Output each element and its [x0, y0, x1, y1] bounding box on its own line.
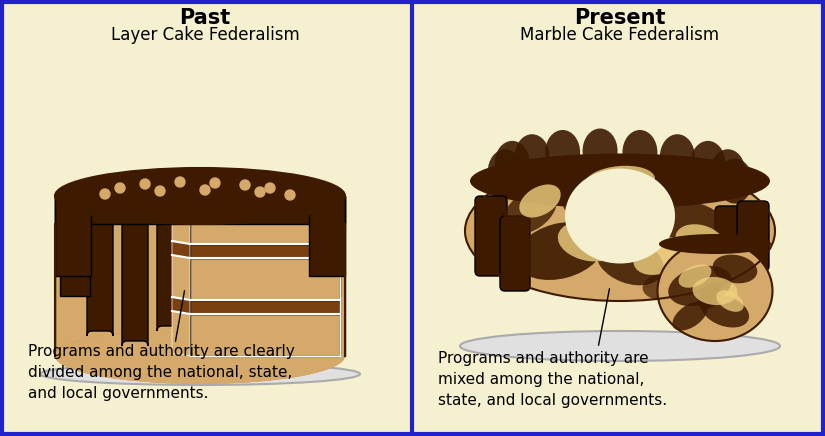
- FancyBboxPatch shape: [190, 300, 340, 314]
- FancyBboxPatch shape: [310, 196, 340, 296]
- Ellipse shape: [545, 130, 580, 175]
- Polygon shape: [172, 241, 190, 258]
- Ellipse shape: [558, 221, 622, 262]
- Circle shape: [255, 187, 265, 197]
- Ellipse shape: [634, 237, 686, 275]
- Ellipse shape: [503, 188, 557, 234]
- FancyBboxPatch shape: [197, 219, 223, 341]
- Ellipse shape: [488, 149, 523, 194]
- Polygon shape: [172, 297, 190, 314]
- Ellipse shape: [676, 224, 724, 258]
- FancyBboxPatch shape: [87, 219, 113, 336]
- Ellipse shape: [596, 237, 664, 285]
- Polygon shape: [172, 255, 190, 300]
- Text: Layer Cake Federalism: Layer Cake Federalism: [111, 26, 299, 44]
- Ellipse shape: [470, 153, 770, 208]
- Ellipse shape: [585, 166, 655, 196]
- Ellipse shape: [698, 283, 723, 309]
- Ellipse shape: [55, 168, 345, 224]
- Ellipse shape: [565, 168, 675, 263]
- FancyBboxPatch shape: [190, 258, 340, 300]
- FancyBboxPatch shape: [309, 196, 345, 276]
- Polygon shape: [172, 311, 190, 356]
- Circle shape: [100, 189, 110, 199]
- Circle shape: [265, 183, 275, 193]
- Ellipse shape: [465, 161, 775, 301]
- FancyBboxPatch shape: [60, 196, 90, 296]
- Ellipse shape: [55, 328, 345, 384]
- FancyBboxPatch shape: [272, 219, 298, 344]
- Ellipse shape: [692, 277, 738, 305]
- Ellipse shape: [519, 184, 561, 218]
- Ellipse shape: [701, 294, 749, 327]
- FancyBboxPatch shape: [55, 196, 92, 276]
- Ellipse shape: [582, 129, 618, 174]
- Ellipse shape: [658, 241, 772, 341]
- Ellipse shape: [691, 141, 725, 186]
- Circle shape: [285, 190, 295, 200]
- Ellipse shape: [659, 234, 771, 254]
- Ellipse shape: [710, 149, 745, 194]
- FancyBboxPatch shape: [737, 201, 769, 271]
- Circle shape: [200, 185, 210, 195]
- FancyBboxPatch shape: [122, 219, 148, 346]
- Ellipse shape: [515, 134, 549, 179]
- Ellipse shape: [40, 363, 360, 385]
- Ellipse shape: [460, 331, 780, 361]
- FancyBboxPatch shape: [55, 196, 345, 356]
- FancyBboxPatch shape: [475, 196, 507, 276]
- FancyBboxPatch shape: [157, 219, 183, 331]
- Ellipse shape: [653, 201, 727, 251]
- Text: Programs and authority are
mixed among the national,
state, and local government: Programs and authority are mixed among t…: [438, 351, 667, 408]
- FancyBboxPatch shape: [715, 206, 745, 281]
- Ellipse shape: [716, 290, 744, 312]
- Circle shape: [155, 186, 165, 196]
- FancyBboxPatch shape: [500, 216, 530, 291]
- Ellipse shape: [717, 159, 752, 204]
- FancyBboxPatch shape: [55, 196, 345, 224]
- Text: Past: Past: [179, 8, 231, 28]
- FancyBboxPatch shape: [190, 244, 340, 258]
- FancyBboxPatch shape: [190, 314, 340, 356]
- Ellipse shape: [713, 255, 757, 283]
- Ellipse shape: [643, 271, 697, 301]
- Circle shape: [115, 183, 125, 193]
- Text: Marble Cake Federalism: Marble Cake Federalism: [521, 26, 719, 44]
- Ellipse shape: [679, 264, 711, 288]
- FancyBboxPatch shape: [232, 219, 258, 334]
- Ellipse shape: [672, 301, 708, 330]
- Ellipse shape: [622, 130, 658, 175]
- Circle shape: [240, 180, 250, 190]
- FancyBboxPatch shape: [190, 202, 340, 244]
- Ellipse shape: [563, 168, 637, 214]
- Ellipse shape: [660, 134, 695, 179]
- Ellipse shape: [516, 222, 604, 280]
- Circle shape: [210, 178, 220, 188]
- Text: Present: Present: [574, 8, 666, 28]
- Ellipse shape: [668, 266, 732, 306]
- Circle shape: [140, 179, 150, 189]
- Text: Programs and authority are clearly
divided among the national, state,
and local : Programs and authority are clearly divid…: [28, 344, 295, 401]
- FancyBboxPatch shape: [297, 219, 323, 338]
- Polygon shape: [172, 199, 190, 244]
- Ellipse shape: [495, 141, 530, 186]
- Ellipse shape: [55, 328, 345, 384]
- Circle shape: [175, 177, 185, 187]
